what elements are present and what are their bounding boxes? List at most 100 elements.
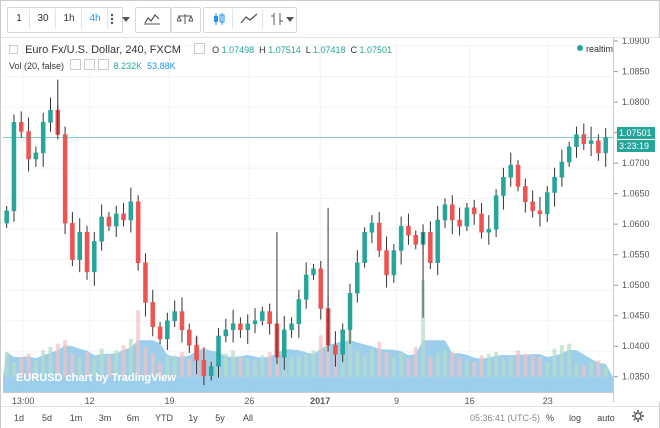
compare-icon[interactable] [173, 9, 197, 29]
volume-eye-icon[interactable] [69, 59, 81, 70]
candle[interactable] [172, 311, 177, 321]
candle[interactable] [450, 204, 455, 221]
range-1m-button[interactable]: 1m [69, 413, 83, 423]
candle[interactable] [303, 274, 309, 300]
candle[interactable] [187, 329, 192, 346]
candle[interactable] [48, 109, 53, 123]
candle[interactable] [19, 122, 24, 132]
candle[interactable] [267, 311, 272, 325]
interval-4h-button[interactable]: 4h [89, 13, 101, 24]
candle[interactable] [70, 222, 75, 260]
candle[interactable] [318, 268, 324, 309]
range-5d-button[interactable]: 5d [41, 413, 52, 423]
watermark[interactable]: EURUSD chart by TradingView [16, 372, 176, 384]
candle[interactable] [311, 268, 316, 276]
settings-gear-icon[interactable] [631, 410, 645, 424]
price-axis[interactable]: 1.09001.08501.08001.07501.07001.06501.06… [613, 36, 660, 402]
candle[interactable] [596, 140, 601, 154]
settings-box-icon[interactable] [194, 43, 206, 54]
candle[interactable] [537, 210, 543, 215]
collapse-legend-icon[interactable] [9, 45, 18, 54]
candle[interactable] [99, 216, 104, 242]
candle[interactable] [128, 201, 134, 221]
bar-style-icon[interactable] [140, 9, 164, 29]
candle[interactable] [150, 302, 156, 328]
candle[interactable] [92, 241, 97, 273]
candle[interactable] [33, 152, 39, 160]
candle[interactable] [566, 146, 572, 163]
candle[interactable] [252, 320, 258, 325]
dropdown-arrow-icon[interactable] [283, 9, 297, 29]
candle[interactable] [515, 164, 521, 187]
candle[interactable] [362, 231, 367, 263]
candle[interactable] [208, 366, 214, 376]
candle[interactable] [603, 137, 608, 154]
candle[interactable] [340, 329, 345, 355]
range-5y-button[interactable]: 5y [215, 413, 225, 423]
candle[interactable] [544, 192, 550, 215]
candle[interactable] [530, 201, 535, 212]
candle[interactable] [216, 335, 221, 367]
candle[interactable] [77, 231, 82, 260]
range-1y-button[interactable]: 1y [188, 413, 198, 423]
candle[interactable] [435, 219, 440, 263]
interval-1h-button[interactable]: 1h [63, 13, 75, 24]
candle[interactable] [457, 219, 462, 227]
range-ytd-button[interactable]: YTD [155, 413, 173, 423]
candle[interactable] [143, 262, 148, 303]
candle[interactable] [464, 207, 470, 227]
candle[interactable] [333, 344, 338, 355]
interval-1-button[interactable]: 1 [16, 13, 22, 24]
candle[interactable] [471, 207, 477, 215]
candle[interactable] [106, 216, 112, 227]
candle[interactable] [281, 329, 287, 358]
candle[interactable] [223, 329, 229, 337]
candle[interactable] [165, 320, 170, 340]
candle[interactable] [413, 235, 419, 245]
volume-settings-icon[interactable] [83, 59, 95, 70]
candle[interactable] [289, 323, 294, 331]
candle[interactable] [194, 344, 199, 361]
candle[interactable] [230, 323, 236, 331]
candles-icon[interactable] [207, 9, 231, 29]
candle[interactable] [574, 134, 579, 148]
candle[interactable] [62, 134, 68, 224]
candle[interactable] [260, 311, 265, 321]
price-chart[interactable] [3, 38, 613, 402]
range-3m-button[interactable]: 3m [98, 413, 112, 423]
range-all-button[interactable]: All [242, 413, 253, 423]
dropdown-arrow-icon[interactable] [119, 9, 133, 29]
candle[interactable] [523, 186, 528, 202]
candle[interactable] [179, 311, 185, 331]
candle[interactable] [84, 231, 90, 273]
candle[interactable] [398, 225, 404, 251]
candle[interactable] [486, 228, 492, 233]
candle[interactable] [391, 250, 397, 276]
interval-30-button[interactable]: 30 [37, 13, 49, 24]
candle[interactable] [26, 131, 31, 160]
drawing-icon[interactable] [265, 9, 289, 29]
candle[interactable] [442, 204, 448, 221]
candle[interactable] [11, 122, 17, 212]
candle[interactable] [355, 262, 360, 294]
auto-scale-button[interactable]: auto [597, 413, 615, 423]
volume-close-icon[interactable] [97, 59, 109, 70]
percent-scale-button[interactable]: % [545, 413, 554, 423]
candle[interactable] [4, 210, 9, 224]
candle[interactable] [493, 195, 499, 230]
more-intervals-icon[interactable] [105, 9, 119, 29]
candle[interactable] [588, 140, 594, 144]
time-axis[interactable]: 13:00 12 19 26 2017 9 16 23 [3, 392, 613, 407]
line-style-icon[interactable] [237, 9, 261, 29]
candle[interactable] [369, 222, 375, 233]
candle[interactable] [406, 225, 411, 236]
candle[interactable] [201, 360, 207, 376]
candle[interactable] [238, 323, 243, 331]
candle[interactable] [245, 323, 250, 331]
candle[interactable] [552, 177, 557, 193]
candle[interactable] [121, 213, 126, 221]
candle[interactable] [428, 231, 433, 263]
candle[interactable] [559, 161, 565, 178]
candle[interactable] [347, 292, 353, 331]
candle[interactable] [501, 177, 506, 196]
